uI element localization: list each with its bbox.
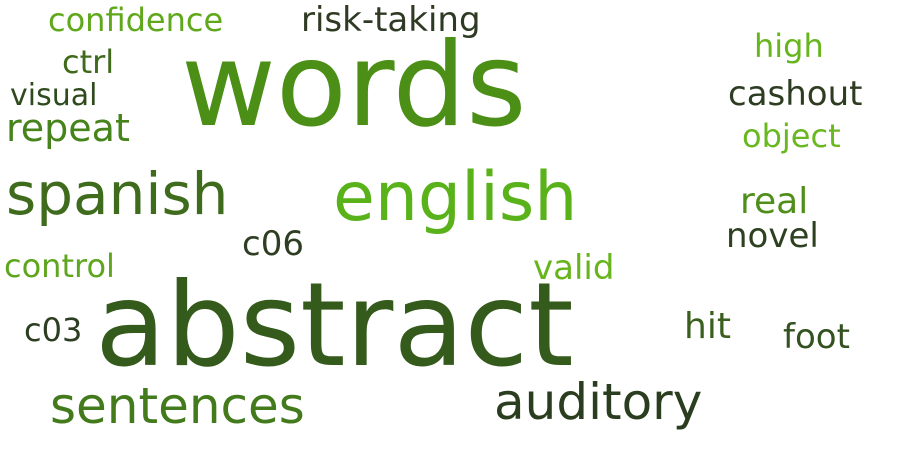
word-real: real <box>740 181 809 222</box>
word-abstract: abstract <box>95 258 574 393</box>
word-hit: hit <box>684 306 731 347</box>
word-sentences: sentences <box>50 377 305 435</box>
word-risk-taking: risk-taking <box>301 0 481 40</box>
word-c03: c03 <box>24 311 83 349</box>
word-repeat: repeat <box>6 106 130 150</box>
word-spanish: spanish <box>6 160 229 228</box>
word-cashout: cashout <box>728 74 863 114</box>
word-visual: visual <box>10 78 98 113</box>
word-object: object <box>742 117 841 155</box>
word-auditory: auditory <box>494 373 703 431</box>
word-confidence: confidence <box>48 1 224 39</box>
word-english: english <box>333 158 578 237</box>
word-ctrl: ctrl <box>62 43 115 81</box>
word-novel: novel <box>726 216 819 256</box>
word-valid: valid <box>533 248 615 288</box>
word-words: words <box>181 18 527 153</box>
word-control: control <box>4 247 115 285</box>
word-high: high <box>754 27 824 65</box>
word-foot: foot <box>783 317 850 357</box>
word-c06: c06 <box>242 224 304 264</box>
